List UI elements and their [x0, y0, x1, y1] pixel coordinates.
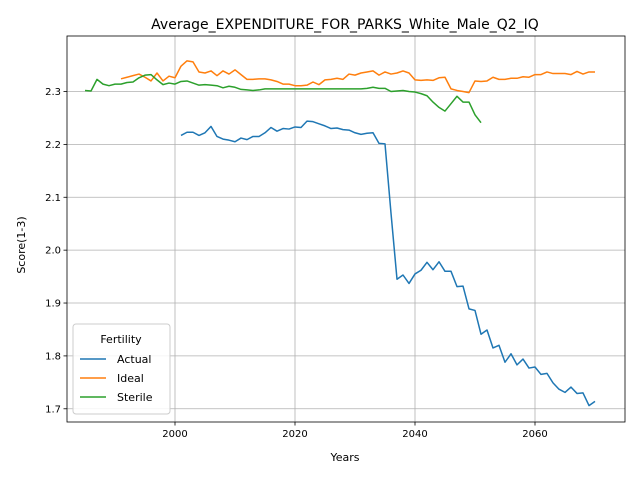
grid-lines	[67, 36, 625, 422]
x-tick-label: 2060	[522, 429, 547, 440]
series-line-ideal	[120, 60, 595, 94]
y-tick-label: 1.7	[45, 404, 61, 415]
series-lines	[84, 60, 596, 407]
legend-box	[72, 323, 171, 415]
x-tick-label: 2020	[282, 429, 307, 440]
x-tick-label: 2040	[402, 429, 427, 440]
x-tick-label: 2000	[162, 429, 187, 440]
y-axis-ticks: 1.7 1.8 1.9 2.0 2.1 2.2 2.3	[45, 87, 67, 415]
y-axis-label: Score(1-3)	[15, 216, 28, 273]
y-tick-label: 1.9	[45, 299, 61, 310]
legend-title: Fertility	[100, 333, 142, 346]
x-axis-label: Years	[329, 451, 359, 464]
series-line-actual	[180, 120, 596, 407]
y-tick-label: 2.2	[45, 140, 61, 151]
y-tick-label: 1.8	[45, 351, 61, 362]
plot-frame	[66, 35, 626, 423]
y-tick-label: 2.1	[45, 193, 61, 204]
legend-items: Actual Ideal Sterile	[80, 353, 153, 404]
legend-label-ideal: Ideal	[117, 372, 144, 385]
y-tick-label: 2.0	[45, 246, 61, 257]
legend-label-actual: Actual	[117, 353, 151, 366]
x-axis-ticks: 2000 2020 2040 2060	[162, 422, 548, 440]
chart-title: Average_EXPENDITURE_FOR_PARKS_White_Male…	[151, 17, 539, 33]
series-line-sterile	[84, 73, 482, 124]
legend-label-sterile: Sterile	[117, 391, 153, 404]
y-tick-label: 2.3	[45, 87, 61, 98]
legend: Fertility Actual Ideal Sterile	[72, 323, 171, 415]
